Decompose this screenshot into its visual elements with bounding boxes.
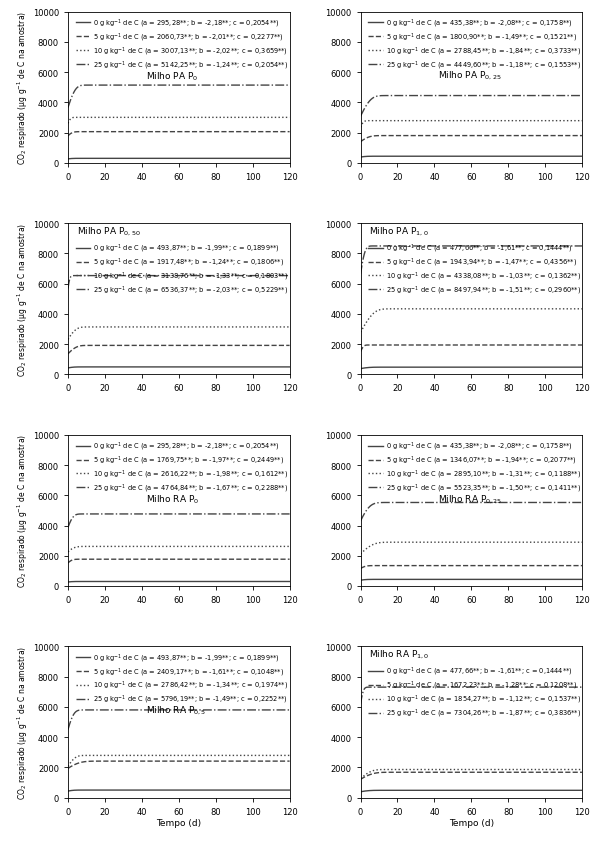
Text: Milho PA P$_{1,0}$: Milho PA P$_{1,0}$: [369, 225, 429, 238]
Legend: 0 g kg$^{-1}$ de C (a = 493,87**; b = -1,99**; c = 0,1899**), 5 g kg$^{-1}$ de C: 0 g kg$^{-1}$ de C (a = 493,87**; b = -1…: [76, 242, 288, 296]
Legend: 0 g kg$^{-1}$ de C (a = 435,38**; b = -2,08**; c = 0,1758**), 5 g kg$^{-1}$ de C: 0 g kg$^{-1}$ de C (a = 435,38**; b = -2…: [368, 18, 581, 72]
Text: Milho RA P$_{0,25}$: Milho RA P$_{0,25}$: [438, 493, 502, 505]
Legend: 0 g kg$^{-1}$ de C (a = 435,38**; b = -2,08**; c = 0,1758**), 5 g kg$^{-1}$ de C: 0 g kg$^{-1}$ de C (a = 435,38**; b = -2…: [368, 441, 581, 495]
Legend: 0 g kg$^{-1}$ de C (a = 295,28**; b = -2,18**; c = 0,2054**), 5 g kg$^{-1}$ de C: 0 g kg$^{-1}$ de C (a = 295,28**; b = -2…: [76, 441, 288, 495]
Text: Milho PA P$_0$: Milho PA P$_0$: [145, 70, 198, 83]
Text: Milho PA P$_{0,50}$: Milho PA P$_{0,50}$: [77, 225, 141, 238]
Y-axis label: CO$_2$ respirado (μg g$^{-1}$ de C na amostra): CO$_2$ respirado (μg g$^{-1}$ de C na am…: [15, 434, 30, 587]
X-axis label: Tempo (d): Tempo (d): [156, 819, 202, 827]
Text: Milho RA P$_0$: Milho RA P$_0$: [145, 493, 199, 506]
Text: Milho RA P$_{0,5}$: Milho RA P$_{0,5}$: [145, 704, 206, 717]
Text: Milho PA P$_{0,25}$: Milho PA P$_{0,25}$: [438, 70, 502, 82]
Y-axis label: CO$_2$ respirado (μg g$^{-1}$ de C na amostra): CO$_2$ respirado (μg g$^{-1}$ de C na am…: [15, 11, 30, 165]
Text: Milho RA P$_{1,0}$: Milho RA P$_{1,0}$: [369, 648, 430, 660]
Y-axis label: CO$_2$ respirado (μg g$^{-1}$ de C na amostra): CO$_2$ respirado (μg g$^{-1}$ de C na am…: [15, 645, 30, 799]
X-axis label: Tempo (d): Tempo (d): [449, 819, 494, 827]
Legend: 0 g kg$^{-1}$ de C (a = 493,87**; b = -1,99**; c = 0,1899**), 5 g kg$^{-1}$ de C: 0 g kg$^{-1}$ de C (a = 493,87**; b = -1…: [76, 652, 288, 706]
Legend: 0 g kg$^{-1}$ de C (a = 295,28**; b = -2,18**; c = 0,2054**), 5 g kg$^{-1}$ de C: 0 g kg$^{-1}$ de C (a = 295,28**; b = -2…: [76, 18, 288, 72]
Legend: 0 g kg$^{-1}$ de C (a = 477,66**; b = -1,61**; c = 0,1444**), 5 g kg$^{-1}$ de C: 0 g kg$^{-1}$ de C (a = 477,66**; b = -1…: [368, 665, 581, 719]
Legend: 0 g kg$^{-1}$ de C (a = 477,66**; b = -1,61**; c = 0,1444**), 5 g kg$^{-1}$ de C: 0 g kg$^{-1}$ de C (a = 477,66**; b = -1…: [368, 242, 581, 296]
Y-axis label: CO$_2$ respirado (μg g$^{-1}$ de C na amostra): CO$_2$ respirado (μg g$^{-1}$ de C na am…: [15, 223, 30, 376]
